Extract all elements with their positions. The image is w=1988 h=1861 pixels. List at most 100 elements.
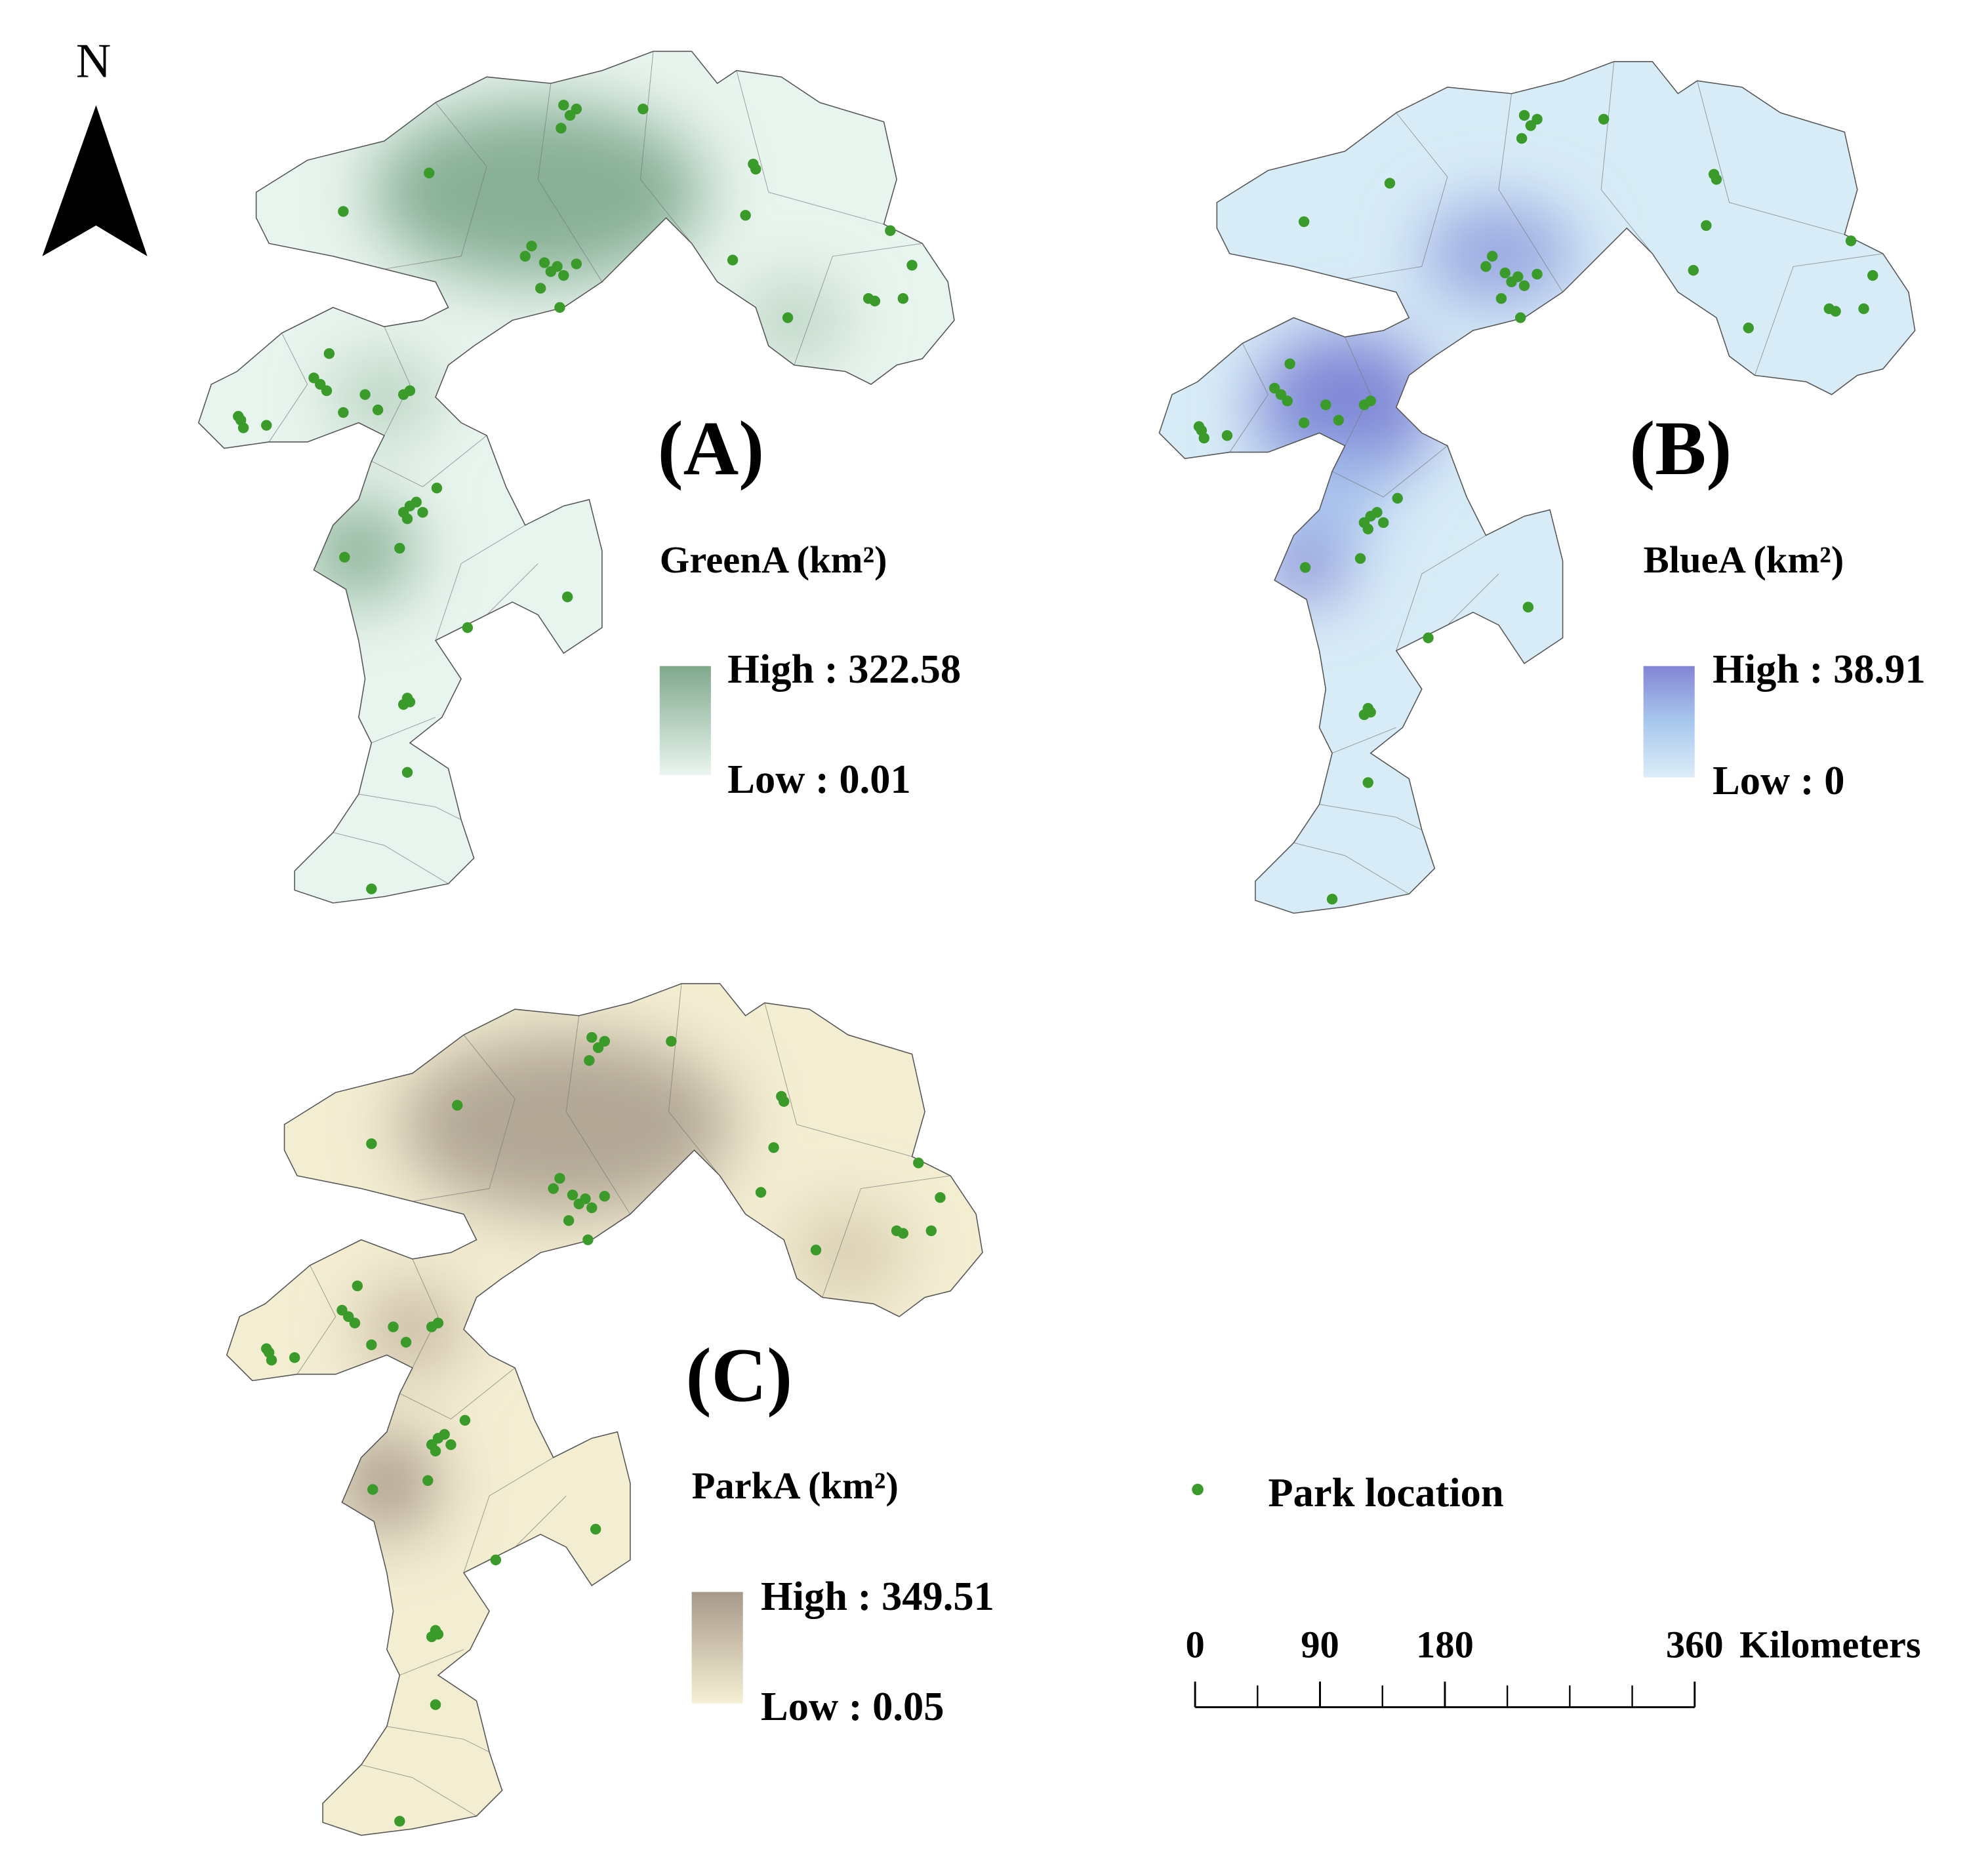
park-dot (490, 1554, 501, 1566)
panel-b-legend: (B) BlueA (km²) High : 38.91 Low : 0 (1629, 407, 1926, 803)
park-dot (567, 1190, 578, 1201)
legend-high: High : 38.91 (1713, 646, 1926, 692)
scale-tick-label: 0 (1185, 1623, 1204, 1666)
park-dot (1333, 414, 1345, 426)
park-dot (599, 1035, 611, 1047)
park-dot (439, 1429, 450, 1440)
park-dot (1326, 893, 1338, 905)
park-dot (561, 591, 573, 603)
north-arrow (42, 105, 148, 256)
park-dot (1711, 174, 1722, 185)
point-legend-label: Park location (1268, 1470, 1503, 1515)
park-dot (289, 1352, 300, 1363)
park-dot (430, 1699, 441, 1710)
legend-ramp (659, 666, 711, 775)
park-dot (261, 420, 272, 431)
park-dot (1193, 421, 1205, 432)
park-dot (308, 372, 319, 384)
park-dot (323, 348, 335, 359)
park-dot (339, 551, 350, 563)
legend-low: Low : 0 (1713, 757, 1844, 803)
park-dot (1377, 517, 1389, 529)
scale-tick-label: 90 (1301, 1623, 1339, 1666)
park-dot (779, 1096, 790, 1107)
legend-title: GreenA (km²) (660, 538, 887, 581)
park-dot (1858, 303, 1869, 315)
park-dot (554, 1172, 565, 1184)
park-dot (422, 1475, 434, 1487)
park-dot (1354, 553, 1366, 564)
park-dot (266, 1355, 277, 1366)
park-dot (1495, 293, 1507, 304)
scale-tick-label: 360 (1666, 1623, 1724, 1666)
panel-a-legend: (A) GreenA (km²) High : 322.58 Low : 0.0… (658, 407, 962, 802)
legend-ramp (691, 1591, 743, 1704)
park-dot (913, 1157, 924, 1169)
park-dot (666, 1035, 677, 1047)
park-dot (404, 696, 416, 708)
park-dot (580, 1193, 591, 1205)
park-dot (233, 410, 244, 422)
park-dot (638, 103, 649, 115)
park-dot (935, 1191, 946, 1203)
park-dot (535, 283, 546, 294)
park-dot (519, 250, 531, 262)
park-dot (1512, 271, 1524, 283)
park-dot (366, 1138, 377, 1150)
park-dot (552, 261, 563, 272)
park-dot (1298, 417, 1310, 428)
park-dot (400, 1336, 412, 1348)
park-dot (1384, 178, 1396, 189)
park-dot (1480, 261, 1491, 272)
park-dot (394, 1816, 405, 1827)
park-dot (349, 1317, 361, 1329)
park-dot (338, 407, 349, 418)
park-dot (352, 1280, 363, 1292)
park-dot (586, 1202, 598, 1214)
park-dot (1522, 601, 1534, 613)
park-dot (1198, 432, 1209, 444)
park-dot (366, 1339, 377, 1350)
park-dot (1221, 430, 1233, 441)
park-dot (906, 260, 918, 271)
park-dot (401, 513, 413, 525)
park-dot (404, 385, 416, 397)
park-dot (1499, 267, 1511, 279)
park-legend-dot (1192, 1483, 1204, 1496)
park-dot (1598, 113, 1610, 125)
park-dot (431, 483, 443, 494)
legend-high: High : 322.58 (727, 646, 961, 692)
park-dot (1532, 113, 1543, 125)
park-dot (388, 1321, 399, 1332)
park-dot (411, 496, 422, 508)
park-dot (563, 1215, 575, 1226)
park-dot (1423, 632, 1434, 643)
park-dot (359, 389, 371, 400)
panel-label: (C) (686, 1334, 793, 1418)
park-dot (430, 1445, 441, 1457)
park-dot (571, 103, 582, 115)
park-dot (885, 225, 896, 236)
park-dot (1867, 270, 1878, 281)
park-dot (755, 1187, 767, 1198)
park-dot (1268, 382, 1280, 394)
park-dot (1298, 216, 1310, 228)
park-dot (237, 422, 249, 433)
park-dot (590, 1523, 601, 1535)
park-dot (394, 542, 405, 554)
park-dot (750, 163, 761, 175)
map-park (226, 983, 983, 1836)
panel-c-legend: (C) ParkA (km²) High : 349.51 Low : 0.05 (686, 1334, 994, 1729)
park-dot (1743, 322, 1754, 334)
scale-bar: Kilometers 0 90 180 360 (1185, 1623, 1921, 1708)
legend-low: Low : 0.01 (727, 756, 910, 802)
legend-ramp (1643, 666, 1695, 778)
legend-low: Low : 0.05 (761, 1683, 944, 1729)
park-dot (1299, 562, 1311, 573)
park-dot (367, 1484, 378, 1495)
park-dot (366, 883, 377, 894)
park-dot (1282, 395, 1293, 407)
park-dot (869, 295, 881, 307)
